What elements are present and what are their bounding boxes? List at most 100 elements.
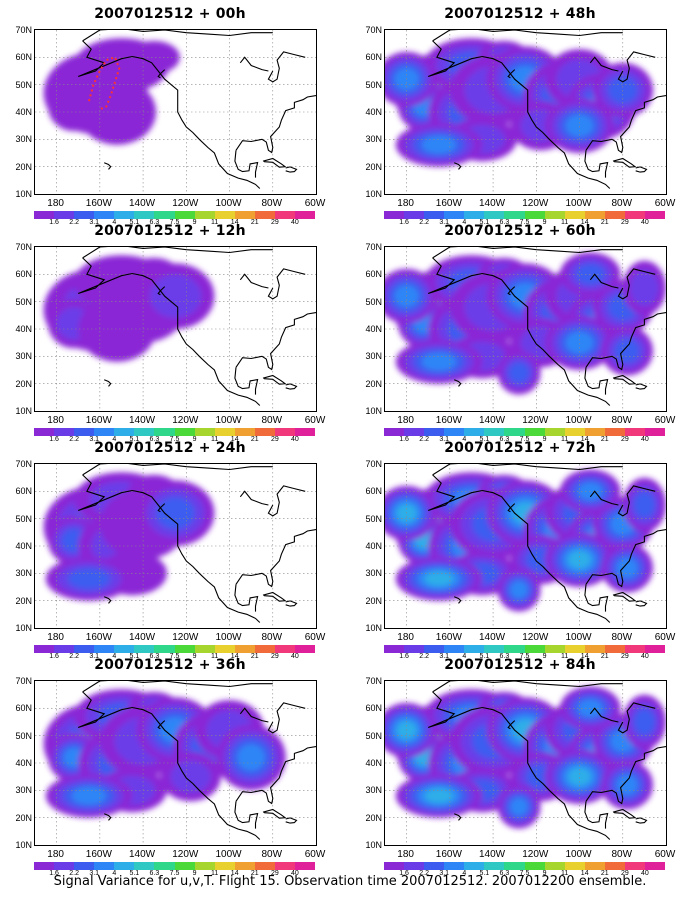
forecast-panel-48h: 2007012512 + 48h 70N 60N 50N 40N 30N 20N 10N 180… <box>350 5 690 226</box>
colorbar <box>34 211 316 219</box>
colorbar-swatch <box>174 645 195 653</box>
panel-title: 2007012512 + 60h <box>444 223 596 239</box>
lat-tick-label: 30N <box>365 134 382 145</box>
map-svg <box>385 681 666 845</box>
colorbar-swatch <box>295 211 316 219</box>
colorbar-label: 9 <box>192 436 197 443</box>
lon-tick-label: 60W <box>654 198 676 209</box>
lat-tick-label: 10N <box>365 623 382 633</box>
colorbar-swatch <box>504 862 525 870</box>
colorbar-label: 7.5 <box>169 436 180 443</box>
colorbar-swatch <box>544 211 565 219</box>
colorbar-swatch <box>424 645 445 653</box>
coastline <box>103 162 112 170</box>
colorbar-swatch <box>174 211 195 219</box>
colorbar-label: 11 <box>211 436 219 443</box>
colorbar-swatch <box>524 862 545 870</box>
colorbar-label: 5.1 <box>479 436 490 443</box>
variance-contour <box>616 558 638 578</box>
colorbar-swatch <box>624 862 646 870</box>
map-svg <box>385 30 666 194</box>
lat-tick-label: 60N <box>365 52 382 63</box>
colorbar-labels: 1.6 2.2 3.1 4 5.1 6.3 7.5 9 11 14 21 29 40 <box>34 436 315 445</box>
graticule <box>35 247 316 411</box>
coastline <box>239 56 269 72</box>
colorbar-label: 4 <box>462 219 467 226</box>
colorbar-label: 1.6 <box>49 219 59 226</box>
colorbar-label: 1.6 <box>399 436 409 443</box>
colorbar-labels: 1.6 2.2 3.1 4 5.1 6.3 7.5 9 11 14 21 29 40 <box>34 870 315 879</box>
coastline <box>453 813 462 821</box>
colorbar-swatch <box>74 428 95 436</box>
colorbar-label: 11 <box>211 653 219 660</box>
coastline <box>584 367 609 395</box>
colorbar-label: 14 <box>230 436 239 443</box>
colorbar-label: 21 <box>600 653 609 660</box>
coastline <box>77 257 261 406</box>
coastline <box>584 584 609 612</box>
colorbar-swatch <box>154 428 175 436</box>
coastline <box>262 808 287 819</box>
colorbar-label: 21 <box>600 436 609 443</box>
colorbar-label: 2.2 <box>69 219 79 226</box>
coastline <box>157 720 166 730</box>
colorbar-swatch <box>214 211 235 219</box>
colorbar <box>34 428 316 436</box>
colorbar-label: 2.2 <box>69 870 79 877</box>
coastline <box>507 720 516 730</box>
colorbar-swatch <box>154 211 175 219</box>
colorbar-label: 2.2 <box>419 219 429 226</box>
lat-tick-label: 10N <box>365 840 382 850</box>
lon-tick-label: 120W <box>172 632 199 643</box>
coastline <box>77 691 261 840</box>
colorbar-label: 21 <box>250 219 259 226</box>
lon-tick-label: 140W <box>129 632 156 643</box>
lat-tick-label: 50N <box>15 513 32 524</box>
lon-tick-label: 180 <box>397 632 414 643</box>
colorbar-swatch <box>524 211 545 219</box>
lon-tick-label: 80W <box>261 198 283 209</box>
colorbar-swatch <box>34 862 55 870</box>
colorbar-swatch <box>504 211 525 219</box>
lon-tick-label: 140W <box>479 632 506 643</box>
forecast-panel-60h: 2007012512 + 60h 70N 60N 50N 40N 30N 20N 10N 180… <box>350 222 690 443</box>
colorbar-swatch <box>544 428 565 436</box>
coastline <box>267 51 306 83</box>
colorbar-label: 6.3 <box>499 436 510 443</box>
colorbar-swatch <box>464 645 485 653</box>
lat-tick-label: 60N <box>15 486 32 497</box>
lon-tick-label: 160W <box>85 632 112 643</box>
colorbar-label: 7.5 <box>519 870 530 877</box>
colorbar-label: 3.1 <box>439 219 450 226</box>
colorbar-swatch <box>274 645 296 653</box>
variance-contour <box>633 491 656 519</box>
colorbar-swatch <box>114 645 135 653</box>
coastline <box>285 817 298 824</box>
variance-field <box>43 38 180 145</box>
lon-tick-label: 120W <box>522 198 549 209</box>
lon-tick-label: 140W <box>129 198 156 209</box>
colorbar-swatch <box>645 645 666 653</box>
colorbar-label: 3.1 <box>89 219 100 226</box>
panel-title: 2007012512 + 72h <box>444 440 596 456</box>
coastlines <box>427 681 666 840</box>
colorbar-label: 1.6 <box>399 870 409 877</box>
colorbar-swatch <box>544 645 565 653</box>
coastline <box>239 490 269 506</box>
colorbar-label: 11 <box>561 870 569 877</box>
colorbar-label: 6.3 <box>499 219 510 226</box>
lat-tick-label: 60N <box>15 52 32 63</box>
colorbar-label: 21 <box>600 219 609 226</box>
lat-tick-label: 40N <box>365 107 382 117</box>
colorbar <box>34 862 316 870</box>
colorbar-swatch <box>584 428 605 436</box>
graticule <box>385 681 666 845</box>
map-area <box>384 463 667 629</box>
flight-track <box>88 56 121 111</box>
colorbar-label: 7.5 <box>519 219 530 226</box>
colorbar-swatch <box>404 211 425 219</box>
lat-tick-label: 20N <box>365 378 382 389</box>
coastline <box>584 801 609 829</box>
lon-tick-label: 180 <box>47 415 64 426</box>
lat-tick-label: 70N <box>15 242 32 252</box>
